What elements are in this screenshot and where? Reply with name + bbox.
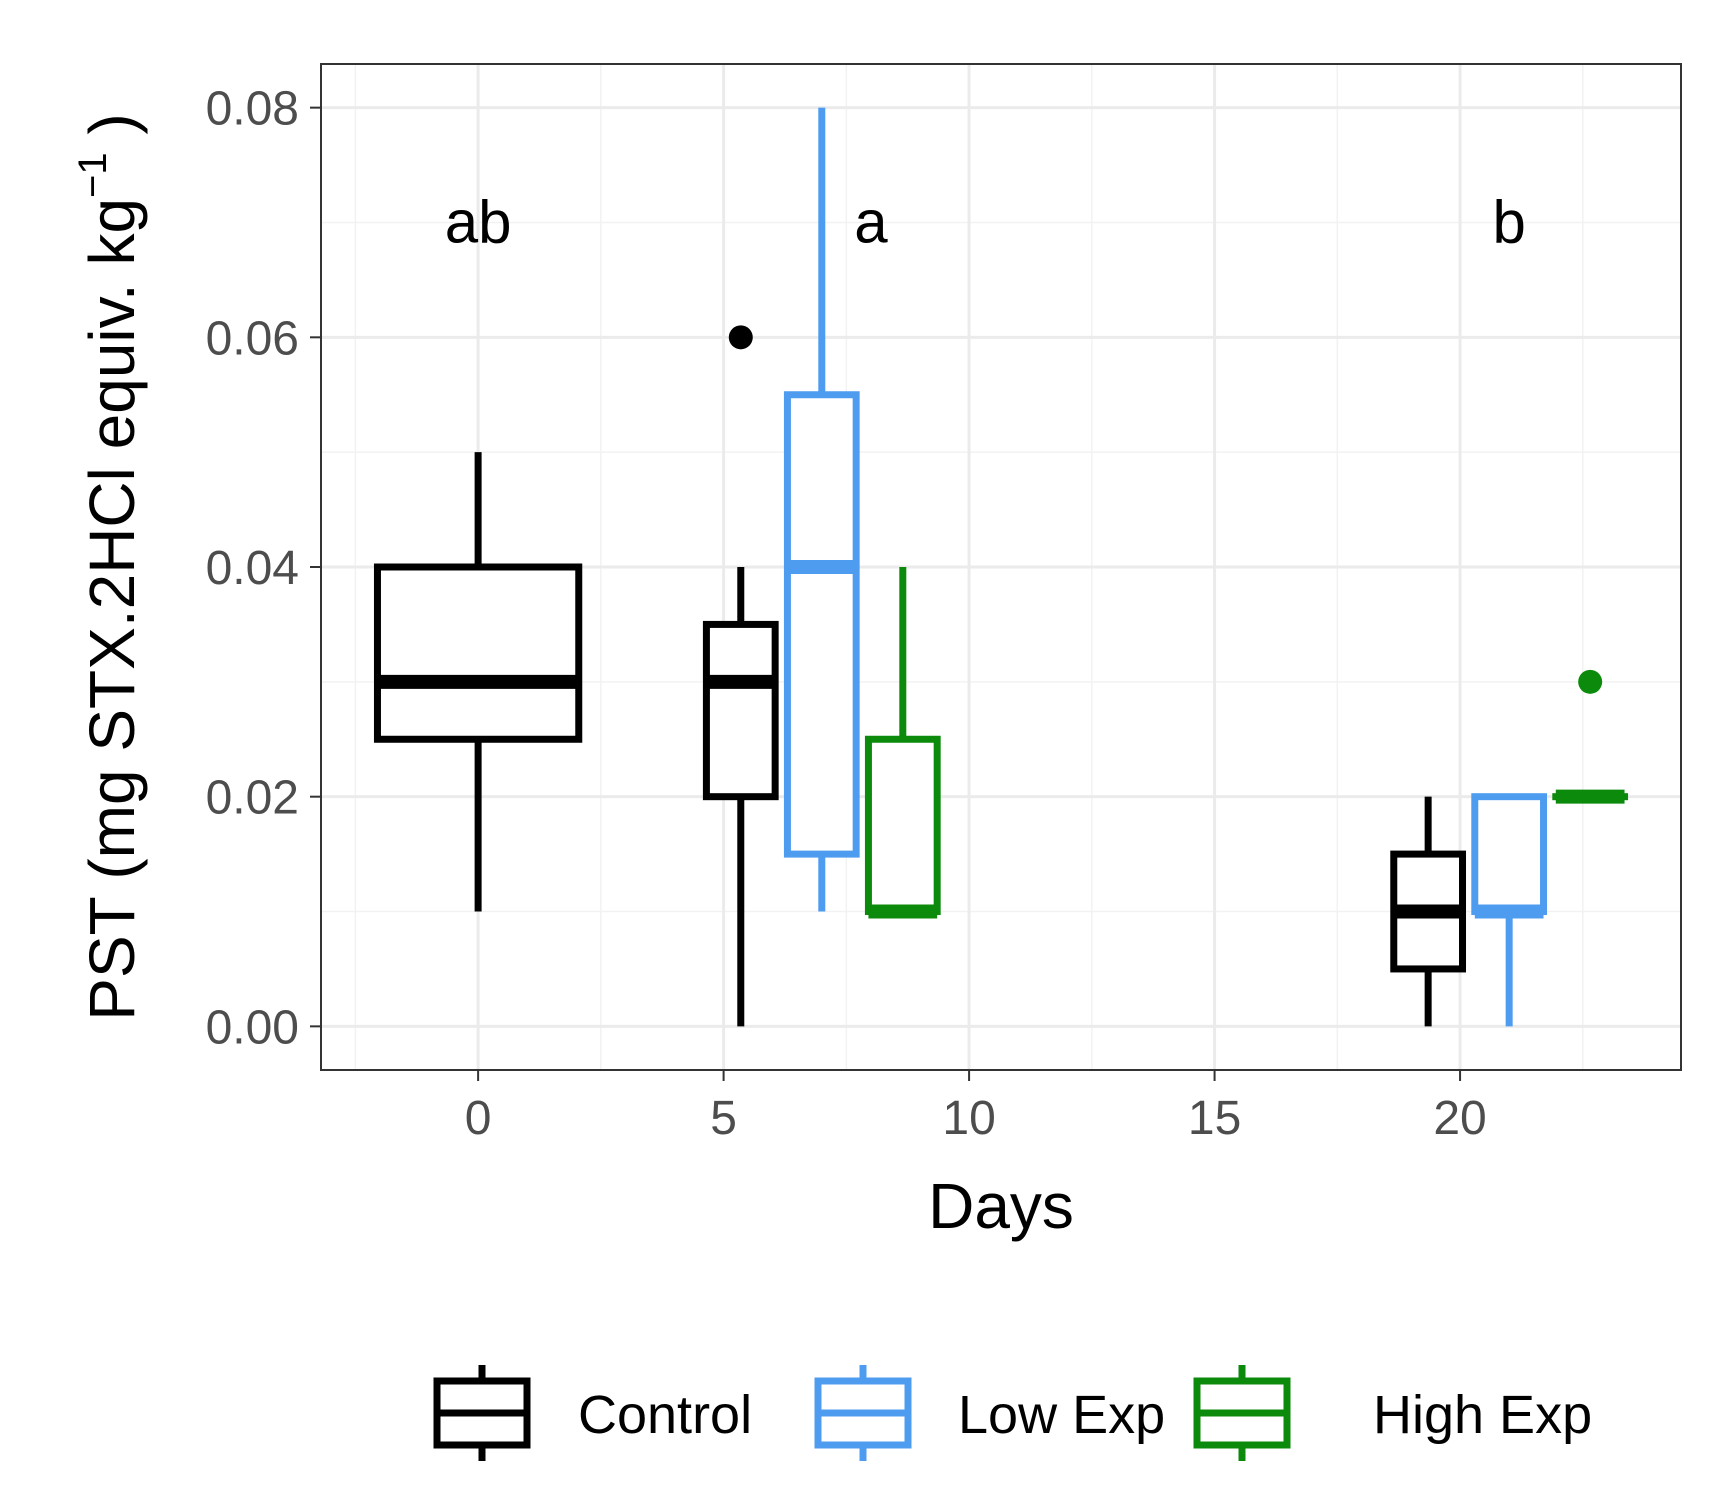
y-tick-label: 0.02 — [206, 772, 299, 825]
box-iqr — [702, 620, 779, 801]
box-low-exp — [783, 107, 860, 912]
y-axis-title-main: PST (mg STX.2HCl equiv. kg — [76, 198, 148, 1021]
box-high-exp — [864, 567, 941, 919]
significance-annotations: ab a b — [445, 188, 1526, 255]
y-axis-title: PST (mg STX.2HCl equiv. kg−1 ) — [71, 113, 148, 1020]
legend-item-high-exp: High Exp — [1193, 1365, 1592, 1461]
y-tick-label: 0.06 — [206, 312, 299, 365]
significance-label: b — [1492, 188, 1525, 255]
box-control — [1390, 796, 1467, 1027]
outlier-point — [1578, 669, 1603, 694]
x-tick-label: 20 — [1433, 1092, 1486, 1145]
x-tick-label: 5 — [710, 1092, 737, 1145]
box-iqr — [1471, 793, 1548, 916]
box-iqr — [864, 735, 941, 916]
y-axis: 0.00 0.02 0.04 0.06 0.08 — [206, 83, 321, 1054]
legend-label: Control — [578, 1385, 752, 1445]
box-control — [373, 452, 583, 912]
box-iqr — [373, 563, 583, 743]
box-low-exp — [1471, 793, 1548, 1027]
significance-label: ab — [445, 188, 512, 255]
box-iqr — [783, 391, 860, 858]
x-tick-label: 15 — [1188, 1092, 1241, 1145]
legend: Control Low Exp High Exp — [433, 1365, 1592, 1461]
legend-label: High Exp — [1373, 1385, 1592, 1445]
legend-item-low-exp: Low Exp — [814, 1365, 1165, 1461]
outlier-point — [728, 325, 753, 350]
y-axis-title-end: ) — [76, 113, 148, 152]
significance-label: a — [854, 188, 888, 255]
y-tick-label: 0.04 — [206, 542, 299, 595]
box-control — [702, 325, 779, 1027]
x-tick-label: 0 — [465, 1092, 492, 1145]
y-tick-label: 0.00 — [206, 1001, 299, 1054]
box-high-exp — [1552, 669, 1629, 804]
legend-label: Low Exp — [958, 1385, 1165, 1445]
x-tick-label: 10 — [942, 1092, 995, 1145]
x-axis-title: Days — [928, 1170, 1074, 1242]
y-tick-label: 0.08 — [206, 83, 299, 136]
y-axis-title-superscript: −1 — [71, 152, 115, 198]
legend-item-control: Control — [433, 1365, 752, 1461]
x-axis: 0 5 10 15 20 — [465, 1070, 1487, 1145]
box-series — [373, 107, 1629, 1027]
